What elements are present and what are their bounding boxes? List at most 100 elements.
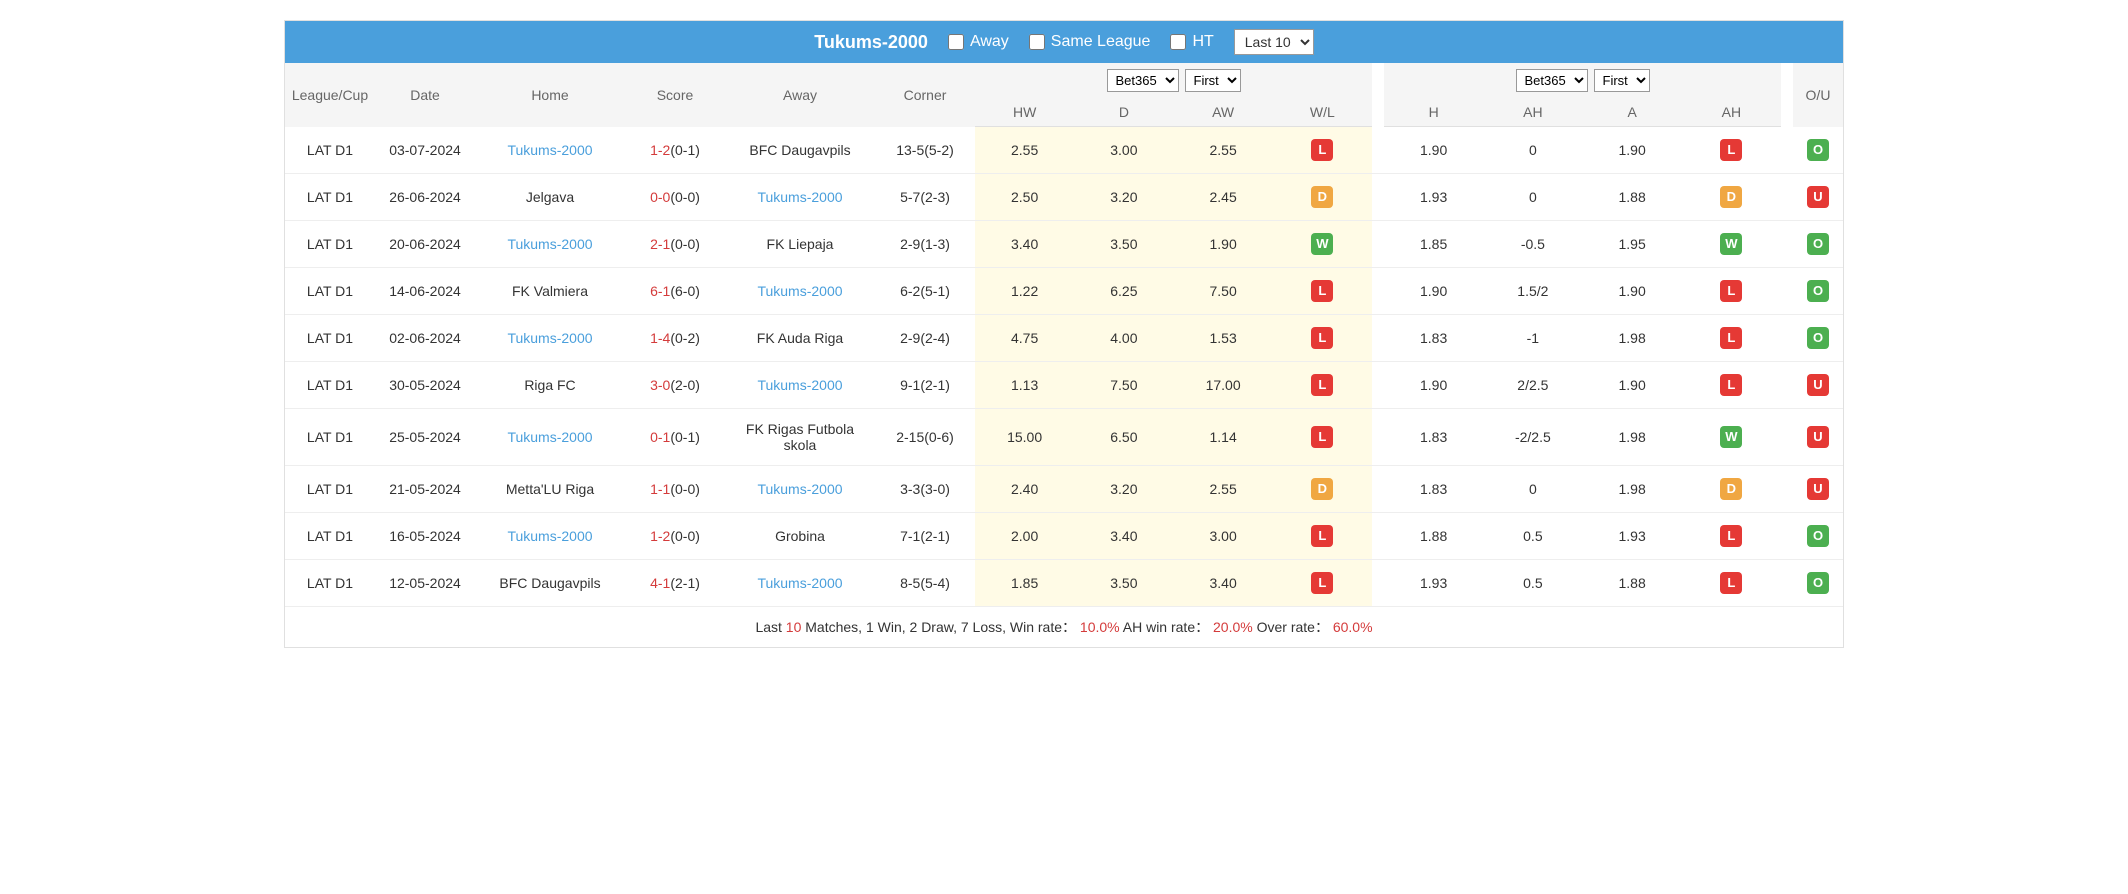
cell-league: LAT D1 xyxy=(285,221,375,268)
cell-score: 6-1(6-0) xyxy=(625,268,725,315)
cell-ou: O xyxy=(1793,513,1843,560)
cell-score: 1-2(0-1) xyxy=(625,127,725,174)
cell-score: 3-0(2-0) xyxy=(625,362,725,409)
col-hw: HW xyxy=(975,98,1074,127)
cell-away[interactable]: Tukums-2000 xyxy=(725,174,875,221)
cell-wl: W xyxy=(1273,221,1372,268)
col-a: A xyxy=(1583,98,1682,127)
cell-away[interactable]: Tukums-2000 xyxy=(725,466,875,513)
table-row[interactable]: LAT D1 25-05-2024 Tukums-2000 0-1(0-1) F… xyxy=(285,409,1843,466)
table-row[interactable]: LAT D1 20-06-2024 Tukums-2000 2-1(0-0) F… xyxy=(285,221,1843,268)
cell-date: 02-06-2024 xyxy=(375,315,475,362)
away-checkbox[interactable] xyxy=(948,34,964,50)
cell-away[interactable]: Tukums-2000 xyxy=(725,560,875,607)
cell-hw: 1.13 xyxy=(975,362,1074,409)
cell-away[interactable]: Tukums-2000 xyxy=(725,268,875,315)
col-h: H xyxy=(1384,98,1483,127)
col-date: Date xyxy=(375,63,475,127)
cell-away[interactable]: BFC Daugavpils xyxy=(725,127,875,174)
cell-home[interactable]: Metta'LU Riga xyxy=(475,466,625,513)
last-n-select[interactable]: Last 10 xyxy=(1234,29,1314,55)
odds2-bookmaker-select[interactable]: Bet365 xyxy=(1516,69,1588,92)
cell-score: 4-1(2-1) xyxy=(625,560,725,607)
cell-date: 25-05-2024 xyxy=(375,409,475,466)
cell-h: 1.90 xyxy=(1384,362,1483,409)
cell-a: 1.90 xyxy=(1583,362,1682,409)
cell-away[interactable]: Grobina xyxy=(725,513,875,560)
cell-ah1: 0 xyxy=(1483,466,1582,513)
cell-wl: L xyxy=(1273,560,1372,607)
table-row[interactable]: LAT D1 21-05-2024 Metta'LU Riga 1-1(0-0)… xyxy=(285,466,1843,513)
table-row[interactable]: LAT D1 30-05-2024 Riga FC 3-0(2-0) Tukum… xyxy=(285,362,1843,409)
cell-corner: 5-7(2-3) xyxy=(875,174,975,221)
cell-ah2: L xyxy=(1682,268,1781,315)
table-row[interactable]: LAT D1 26-06-2024 Jelgava 0-0(0-0) Tukum… xyxy=(285,174,1843,221)
cell-away[interactable]: FK Auda Riga xyxy=(725,315,875,362)
table-row[interactable]: LAT D1 12-05-2024 BFC Daugavpils 4-1(2-1… xyxy=(285,560,1843,607)
col-away: Away xyxy=(725,63,875,127)
cell-wl: L xyxy=(1273,315,1372,362)
cell-home[interactable]: Tukums-2000 xyxy=(475,315,625,362)
table-row[interactable]: LAT D1 03-07-2024 Tukums-2000 1-2(0-1) B… xyxy=(285,127,1843,174)
table-row[interactable]: LAT D1 14-06-2024 FK Valmiera 6-1(6-0) T… xyxy=(285,268,1843,315)
cell-aw: 2.55 xyxy=(1174,127,1273,174)
cell-home[interactable]: Tukums-2000 xyxy=(475,127,625,174)
filter-away[interactable]: Away xyxy=(948,33,1009,51)
odds1-header: Bet365 First xyxy=(975,63,1372,98)
table-row[interactable]: LAT D1 02-06-2024 Tukums-2000 1-4(0-2) F… xyxy=(285,315,1843,362)
cell-h: 1.88 xyxy=(1384,513,1483,560)
cell-date: 03-07-2024 xyxy=(375,127,475,174)
cell-corner: 2-15(0-6) xyxy=(875,409,975,466)
cell-home[interactable]: FK Valmiera xyxy=(475,268,625,315)
cell-aw: 1.53 xyxy=(1174,315,1273,362)
cell-ou: U xyxy=(1793,466,1843,513)
cell-home[interactable]: Tukums-2000 xyxy=(475,409,625,466)
cell-home[interactable]: Tukums-2000 xyxy=(475,513,625,560)
cell-date: 16-05-2024 xyxy=(375,513,475,560)
filter-ht[interactable]: HT xyxy=(1170,33,1213,51)
cell-ah1: 1.5/2 xyxy=(1483,268,1582,315)
cell-a: 1.90 xyxy=(1583,268,1682,315)
team-name: Tukums-2000 xyxy=(814,32,928,53)
cell-league: LAT D1 xyxy=(285,409,375,466)
cell-league: LAT D1 xyxy=(285,174,375,221)
cell-corner: 2-9(2-4) xyxy=(875,315,975,362)
cell-home[interactable]: Riga FC xyxy=(475,362,625,409)
cell-d: 3.00 xyxy=(1074,127,1173,174)
col-ah1: AH xyxy=(1483,98,1582,127)
cell-home[interactable]: Jelgava xyxy=(475,174,625,221)
table-row[interactable]: LAT D1 16-05-2024 Tukums-2000 1-2(0-0) G… xyxy=(285,513,1843,560)
cell-ah2: L xyxy=(1682,362,1781,409)
filter-same-league[interactable]: Same League xyxy=(1029,33,1151,51)
cell-ah2: L xyxy=(1682,513,1781,560)
cell-ah1: -1 xyxy=(1483,315,1582,362)
cell-home[interactable]: BFC Daugavpils xyxy=(475,560,625,607)
cell-away[interactable]: FK Liepaja xyxy=(725,221,875,268)
cell-d: 3.50 xyxy=(1074,560,1173,607)
cell-hw: 1.85 xyxy=(975,560,1074,607)
cell-d: 3.40 xyxy=(1074,513,1173,560)
cell-away[interactable]: FK Rigas Futbola skola xyxy=(725,409,875,466)
cell-hw: 4.75 xyxy=(975,315,1074,362)
cell-aw: 2.45 xyxy=(1174,174,1273,221)
header-bar: Tukums-2000 Away Same League HT Last 10 xyxy=(285,21,1843,63)
cell-d: 3.20 xyxy=(1074,466,1173,513)
cell-corner: 7-1(2-1) xyxy=(875,513,975,560)
col-aw: AW xyxy=(1174,98,1273,127)
cell-home[interactable]: Tukums-2000 xyxy=(475,221,625,268)
cell-corner: 6-2(5-1) xyxy=(875,268,975,315)
odds1-period-select[interactable]: First xyxy=(1185,69,1241,92)
cell-aw: 1.14 xyxy=(1174,409,1273,466)
cell-date: 14-06-2024 xyxy=(375,268,475,315)
cell-league: LAT D1 xyxy=(285,315,375,362)
cell-d: 4.00 xyxy=(1074,315,1173,362)
cell-away[interactable]: Tukums-2000 xyxy=(725,362,875,409)
same-league-checkbox[interactable] xyxy=(1029,34,1045,50)
odds2-period-select[interactable]: First xyxy=(1594,69,1650,92)
cell-d: 3.50 xyxy=(1074,221,1173,268)
cell-ah1: 0 xyxy=(1483,127,1582,174)
cell-league: LAT D1 xyxy=(285,513,375,560)
cell-a: 1.98 xyxy=(1583,409,1682,466)
odds1-bookmaker-select[interactable]: Bet365 xyxy=(1107,69,1179,92)
ht-checkbox[interactable] xyxy=(1170,34,1186,50)
